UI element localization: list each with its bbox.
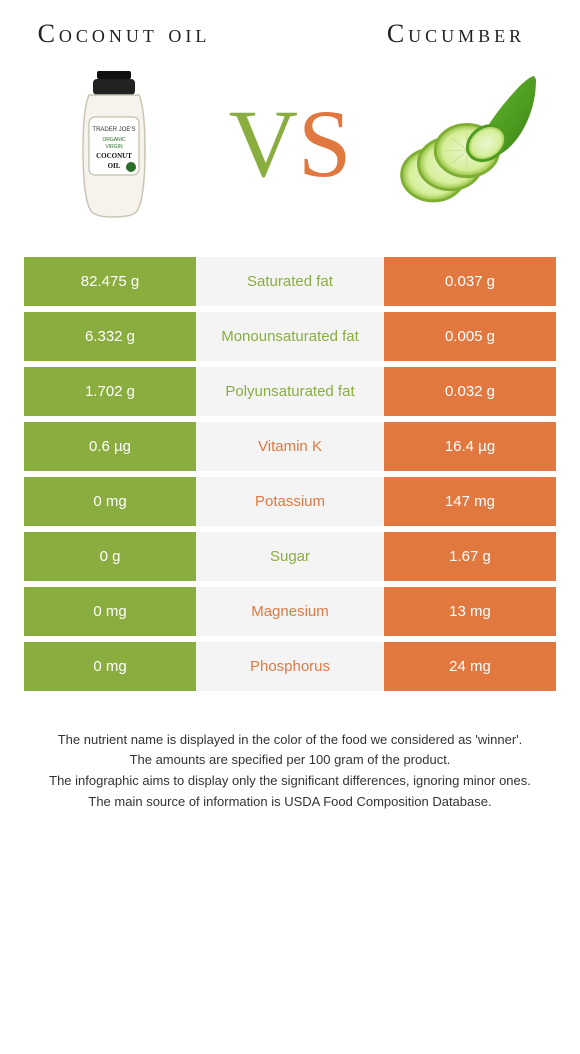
coconut-oil-image: TRADER JOE'S ORGANIC VIRGIN COCONUT OIL — [44, 59, 184, 229]
vs-v: V — [229, 90, 298, 197]
nutrient-label: Magnesium — [196, 587, 384, 636]
left-value: 82.475 g — [24, 257, 196, 306]
table-row: 0 mgPotassium147 mg — [24, 477, 556, 526]
footer-line-1: The nutrient name is displayed in the co… — [30, 731, 550, 750]
left-value: 0 g — [24, 532, 196, 581]
header: Coconut oil Cucumber — [24, 20, 556, 49]
table-row: 82.475 gSaturated fat0.037 g — [24, 257, 556, 306]
left-value: 0.6 µg — [24, 422, 196, 471]
svg-text:TRADER JOE'S: TRADER JOE'S — [92, 127, 135, 133]
right-value: 0.005 g — [384, 312, 556, 361]
vs-label: VS — [229, 96, 352, 192]
right-value: 1.67 g — [384, 532, 556, 581]
right-food-title: Cucumber — [356, 20, 556, 49]
nutrient-label: Monounsaturated fat — [196, 312, 384, 361]
right-value: 147 mg — [384, 477, 556, 526]
table-row: 0.6 µgVitamin K16.4 µg — [24, 422, 556, 471]
nutrient-label: Phosphorus — [196, 642, 384, 691]
table-row: 6.332 gMonounsaturated fat0.005 g — [24, 312, 556, 361]
svg-text:COCONUT: COCONUT — [96, 152, 132, 160]
nutrient-label: Sugar — [196, 532, 384, 581]
footer-line-2: The amounts are specified per 100 gram o… — [30, 751, 550, 770]
left-value: 6.332 g — [24, 312, 196, 361]
table-row: 0 mgMagnesium13 mg — [24, 587, 556, 636]
nutrient-label: Polyunsaturated fat — [196, 367, 384, 416]
cucumber-image — [396, 59, 536, 229]
footer-line-3: The infographic aims to display only the… — [30, 772, 550, 791]
left-value: 1.702 g — [24, 367, 196, 416]
comparison-table: 82.475 gSaturated fat0.037 g 6.332 gMonou… — [24, 257, 556, 691]
right-value: 0.037 g — [384, 257, 556, 306]
vs-s: S — [298, 90, 351, 197]
svg-text:VIRGIN: VIRGIN — [105, 144, 123, 150]
left-value: 0 mg — [24, 587, 196, 636]
nutrient-label: Potassium — [196, 477, 384, 526]
footer-notes: The nutrient name is displayed in the co… — [24, 731, 556, 812]
left-value: 0 mg — [24, 477, 196, 526]
nutrient-label: Vitamin K — [196, 422, 384, 471]
right-value: 16.4 µg — [384, 422, 556, 471]
right-value: 24 mg — [384, 642, 556, 691]
svg-text:ORGANIC: ORGANIC — [102, 137, 126, 143]
images-row: TRADER JOE'S ORGANIC VIRGIN COCONUT OIL … — [24, 59, 556, 229]
right-value: 13 mg — [384, 587, 556, 636]
table-row: 0 gSugar1.67 g — [24, 532, 556, 581]
left-food-title: Coconut oil — [24, 20, 224, 49]
nutrient-label: Saturated fat — [196, 257, 384, 306]
right-value: 0.032 g — [384, 367, 556, 416]
table-row: 1.702 gPolyunsaturated fat0.032 g — [24, 367, 556, 416]
footer-line-4: The main source of information is USDA F… — [30, 793, 550, 812]
table-row: 0 mgPhosphorus24 mg — [24, 642, 556, 691]
left-value: 0 mg — [24, 642, 196, 691]
svg-text:OIL: OIL — [108, 162, 121, 170]
